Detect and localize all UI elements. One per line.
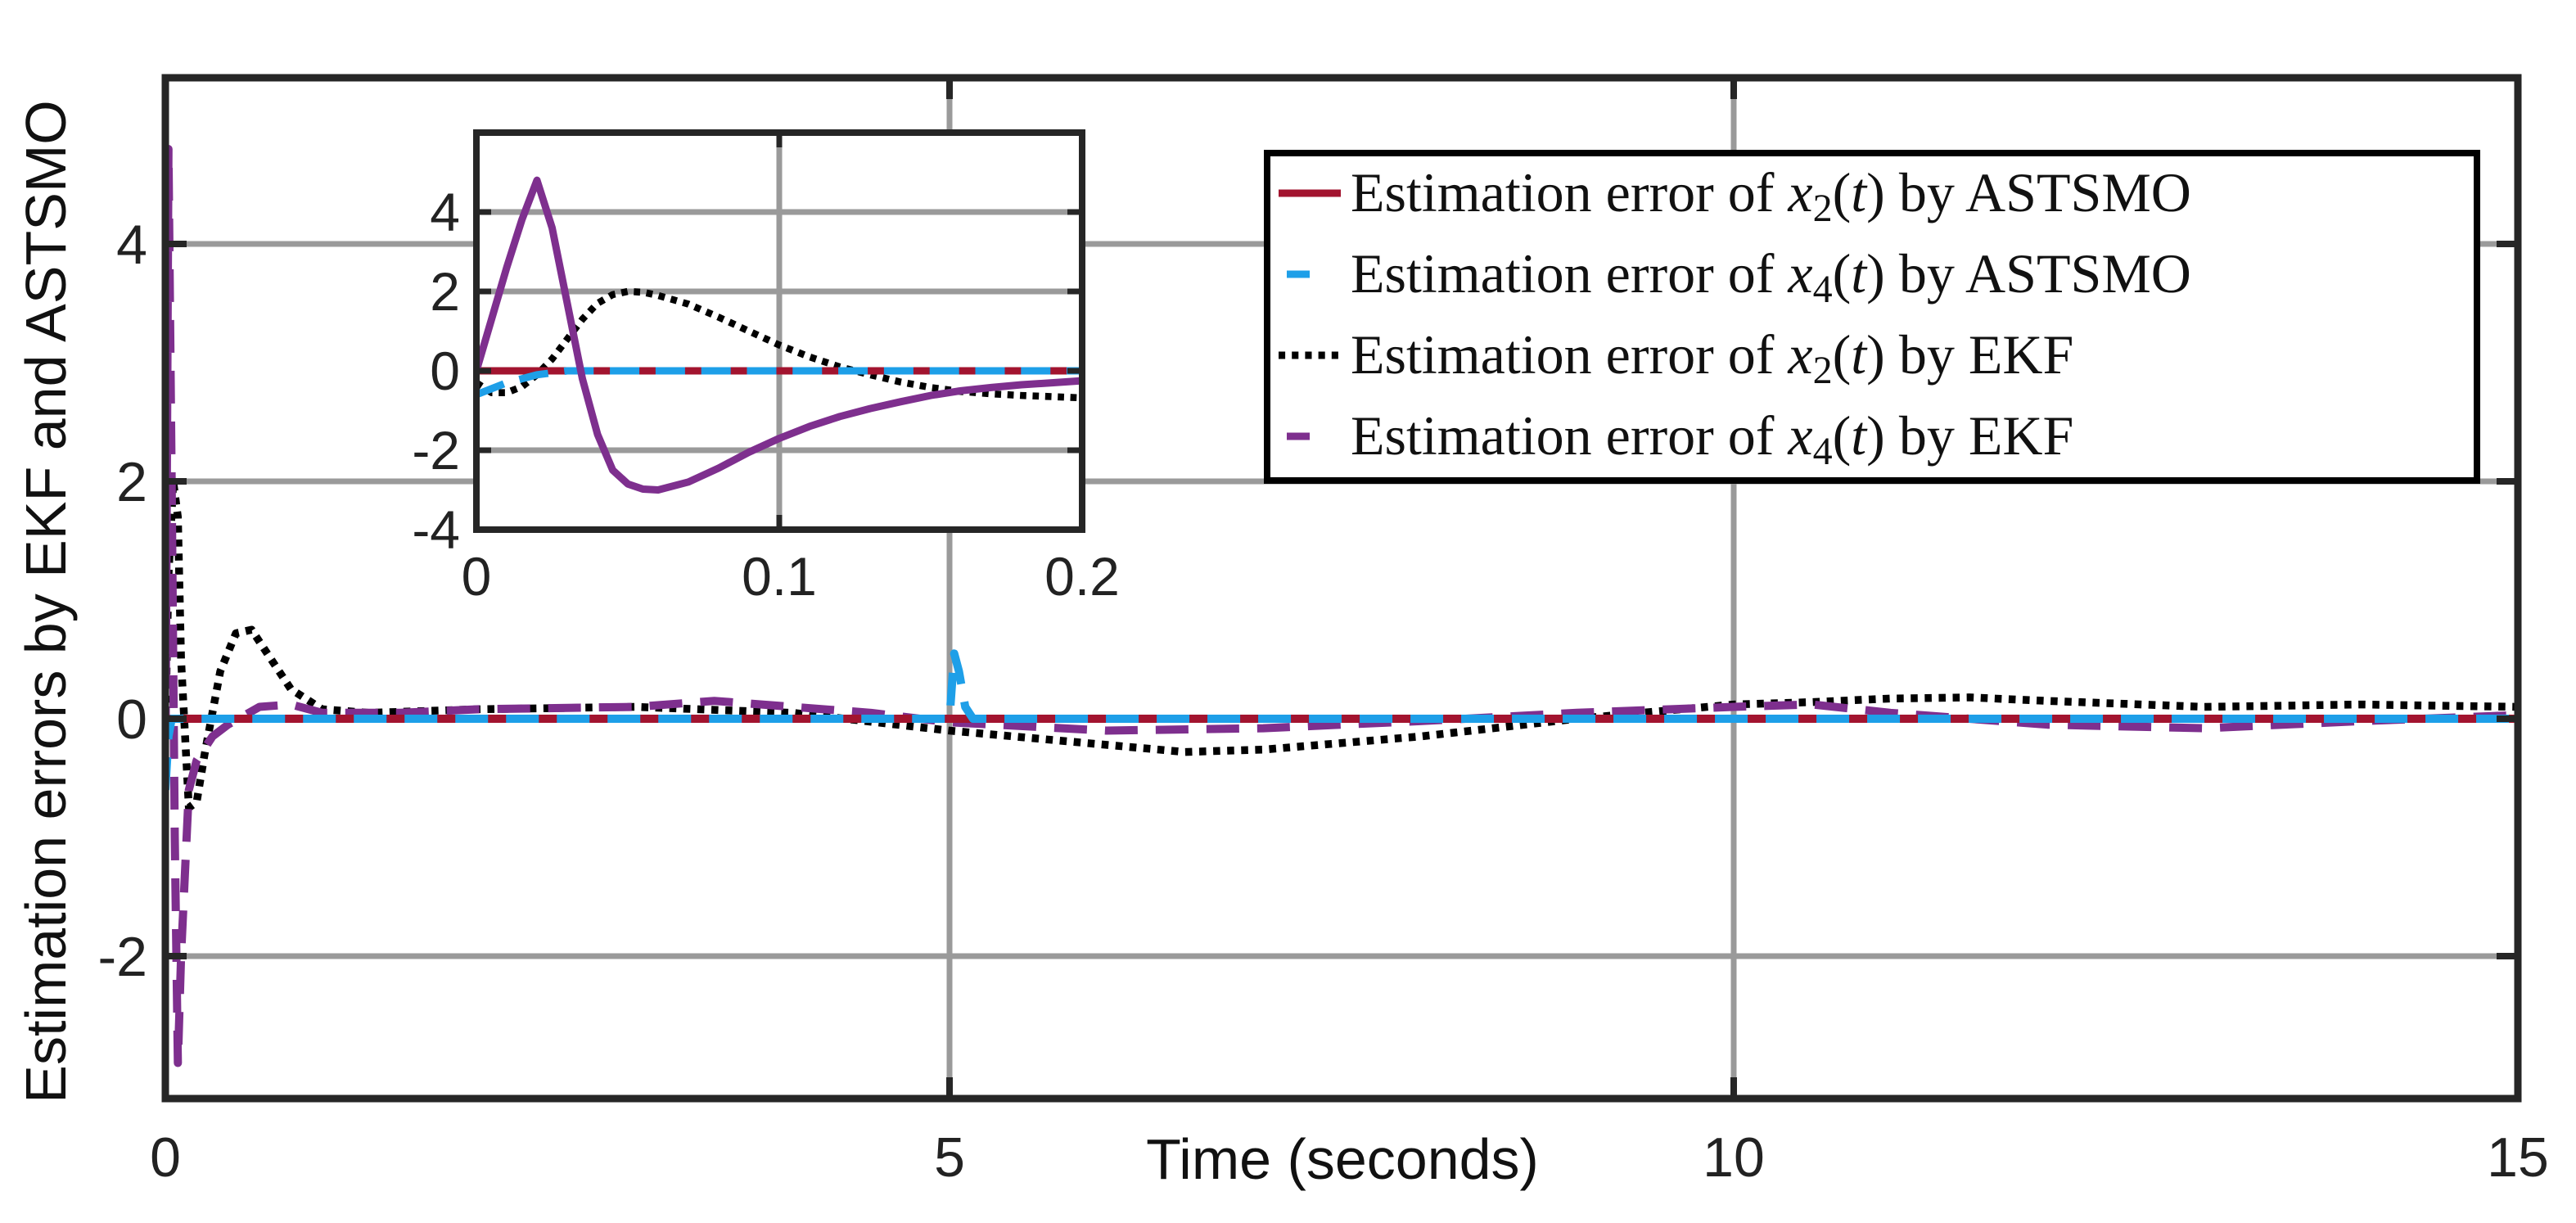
x-axis-label: Time (seconds) xyxy=(1146,1127,1539,1191)
main-y-tick-labels: -2 0 2 4 xyxy=(98,214,147,988)
inset-x-tick-label: 0 xyxy=(462,546,492,607)
legend-label-x2-ekf: Estimation error of x2(t) by EKF xyxy=(1351,323,2073,392)
main-x-tick-label: 15 xyxy=(2487,1126,2549,1189)
legend-label-x2-astsmo: Estimation error of x2(t) by ASTSMO xyxy=(1351,161,2191,230)
main-x-tick-label: 10 xyxy=(1703,1126,1765,1189)
main-y-tick-label: -2 xyxy=(98,926,147,988)
main-x-tick-label: 0 xyxy=(150,1126,181,1189)
inset-x-tick-label: 0.1 xyxy=(742,546,817,607)
legend-box xyxy=(1264,150,2480,484)
inset-y-tick-label: 4 xyxy=(430,182,460,242)
inset-y-tick-label: 0 xyxy=(430,341,460,401)
main-series-group xyxy=(165,145,2518,1067)
inset-y-tick-label: -2 xyxy=(412,420,460,481)
main-x-tick-label: 5 xyxy=(934,1126,965,1189)
inset-x-tick-labels: 0 0.1 0.2 xyxy=(462,546,1120,607)
y-axis-label: Estimation errors by EKF and ASTSMO xyxy=(14,100,78,1103)
main-y-tick-label: 0 xyxy=(116,688,147,751)
legend: Estimation error of x2(t) by ASTSMO Estim… xyxy=(1264,150,2480,484)
inset-series-x4-astsmo xyxy=(476,367,1082,399)
inset-tick-marks xyxy=(473,133,1085,533)
inset-y-tick-label: -4 xyxy=(412,499,460,560)
main-plot-frame xyxy=(161,74,2522,1103)
inset-series-group xyxy=(476,176,1082,494)
legend-label-x4-ekf: Estimation error of x4(t) by EKF xyxy=(1351,404,2073,473)
inset-y-tick-label: 2 xyxy=(430,261,460,322)
inset-series-x4-ekf xyxy=(476,176,1082,494)
main-y-tick-label: 4 xyxy=(116,214,147,276)
main-series-x4-astsmo xyxy=(165,649,2518,791)
main-y-tick-label: 2 xyxy=(116,451,147,513)
inset-x-tick-label: 0.2 xyxy=(1044,546,1120,607)
main-tick-marks xyxy=(162,78,2521,1099)
legend-label-x4-astsmo: Estimation error of x4(t) by ASTSMO xyxy=(1351,242,2191,311)
main-x-tick-labels: 0 5 10 15 xyxy=(150,1126,2549,1189)
inset-y-tick-labels: -4 -2 0 2 4 xyxy=(412,182,460,560)
